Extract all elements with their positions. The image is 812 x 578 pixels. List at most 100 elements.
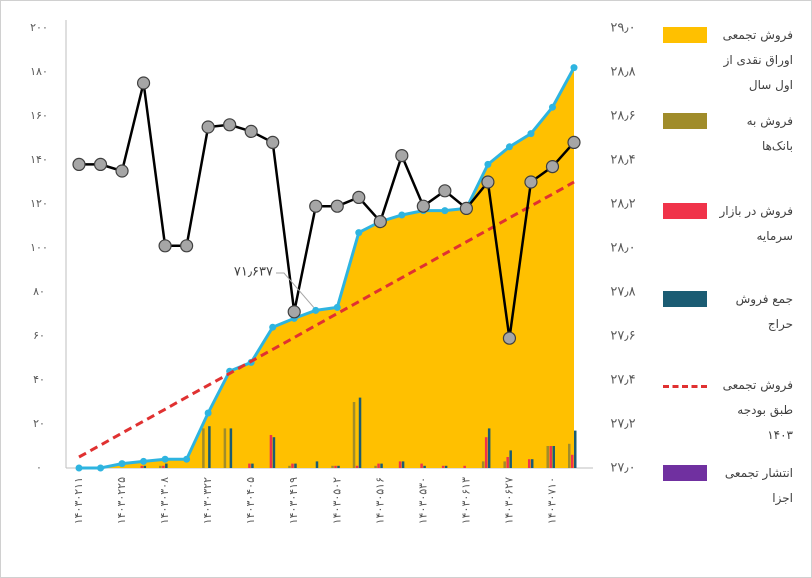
y-tick-label: ۱۶۰: [30, 109, 48, 122]
bar: [208, 426, 211, 468]
area-point: [269, 323, 277, 331]
x-tick-label: ۱۴۰۳۰۴۱۹: [287, 477, 300, 524]
rate-point: [287, 305, 301, 319]
x-tick-label: ۱۴۰۳۰۲۲۵: [115, 477, 128, 524]
annotation-leader: [276, 272, 315, 308]
x-tick-label: ۱۴۰۳۰۶۱۳: [459, 477, 472, 524]
legend-item: جمع فروش حراج: [663, 287, 793, 337]
rate-point: [244, 124, 258, 138]
x-tick-label: ۱۴۰۳۰۵۰۲: [330, 477, 343, 524]
bar: [334, 465, 337, 468]
rate-point: [481, 175, 495, 189]
bar: [568, 443, 571, 468]
legend-label: فروش در بازار سرمایه: [719, 204, 794, 243]
legend-item: فروش تجمعی اوراق نقدی از اول سال: [663, 23, 793, 98]
x-tick-label: ۱۴۰۳۰۶۲۷: [502, 477, 515, 524]
bar: [444, 465, 448, 468]
legend-label: فروش تجمعی اوراق نقدی از اول سال: [722, 28, 793, 92]
x-tick-label: ۱۴۰۳۰۳۲۲: [201, 477, 214, 524]
bar: [251, 463, 254, 468]
bar: [503, 461, 506, 468]
bar: [337, 465, 340, 468]
legend-swatch: [663, 27, 707, 43]
bar: [352, 402, 356, 468]
bar: [506, 457, 509, 468]
area-point: [97, 464, 105, 472]
y-tick-label: ۱۲۰: [30, 197, 48, 210]
area-point: [548, 103, 556, 111]
rate-point: [459, 201, 473, 215]
bar: [574, 430, 577, 468]
bar: [546, 446, 549, 468]
bar: [420, 463, 423, 468]
legend-label: جمع فروش حراج: [735, 292, 793, 331]
area-point: [441, 207, 449, 215]
legend-item: فروش در بازار سرمایه: [663, 199, 793, 249]
bar: [552, 446, 555, 468]
bar: [374, 465, 377, 468]
area-line: [79, 66, 576, 470]
rate-line: [79, 82, 575, 339]
area-point: [183, 455, 191, 463]
rate-point: [201, 120, 215, 134]
legend-swatch: [663, 465, 707, 481]
y2-tick-label: ۲۷٫۶: [610, 329, 635, 344]
rate-point: [545, 160, 560, 174]
rate-point: [352, 190, 366, 204]
bar: [380, 463, 383, 468]
rate-point: [567, 135, 581, 149]
area-point: [484, 160, 492, 168]
y-tick-label: ۸۰: [33, 285, 45, 298]
bar: [487, 428, 491, 468]
bar: [202, 428, 205, 468]
area-point: [140, 457, 148, 465]
bar: [269, 435, 273, 468]
area-point: [398, 211, 406, 219]
annotation: ۷۱٫۶۳۷: [234, 265, 273, 280]
legend-item: انتشار تجمعی اجزا: [663, 461, 793, 511]
bar: [331, 465, 334, 468]
y2-tick-label: ۲۷٫۰: [610, 461, 635, 476]
rate-point: [136, 76, 151, 90]
rate-point: [395, 149, 409, 163]
area-point: [505, 143, 513, 151]
y-tick-label: ۴۰: [33, 373, 45, 386]
bar: [358, 397, 362, 468]
bar: [355, 465, 359, 468]
area-point: [333, 303, 341, 311]
area-point: [75, 464, 83, 472]
y2-tick-label: ۲۷٫۴: [610, 373, 635, 388]
rate-point: [438, 184, 452, 198]
y2-tick-label: ۲۸٫۲: [610, 197, 635, 212]
rate-point: [416, 199, 430, 213]
y2-tick-label: ۲۸٫۴: [610, 153, 635, 168]
y-tick-label: ۲۰۰: [30, 21, 48, 34]
bar: [571, 454, 574, 468]
bar: [162, 465, 165, 468]
rate-point: [180, 239, 194, 253]
x-tick-label: ۱۴۰۳۰۵۱۶: [373, 477, 386, 524]
rate-point: [93, 157, 108, 171]
y-tick-label: ۱۸۰: [30, 65, 48, 78]
bar: [484, 437, 488, 468]
bar: [530, 459, 534, 468]
legend-label: انتشار تجمعی اجزا: [724, 466, 793, 505]
rate-point: [158, 239, 172, 253]
y-tick-label: ۶۰: [33, 329, 45, 342]
rate-point: [502, 331, 517, 345]
legend-item: فروش تجمعی طبق بودجه ۱۴۰۳: [663, 373, 793, 448]
bar: [549, 446, 552, 468]
y-tick-label: ۰: [36, 461, 42, 474]
bar: [143, 465, 147, 468]
rate-point: [309, 199, 323, 213]
bar: [315, 461, 319, 468]
y2-tick-label: ۲۷٫۸: [610, 285, 635, 300]
area-point: [312, 306, 320, 314]
bar: [223, 428, 227, 468]
area-point: [527, 130, 535, 138]
y2-tick-label: ۲۷٫۲: [610, 417, 635, 432]
rate-point: [266, 135, 280, 149]
y-tick-label: ۲۰: [33, 417, 45, 430]
area-point: [355, 229, 363, 237]
